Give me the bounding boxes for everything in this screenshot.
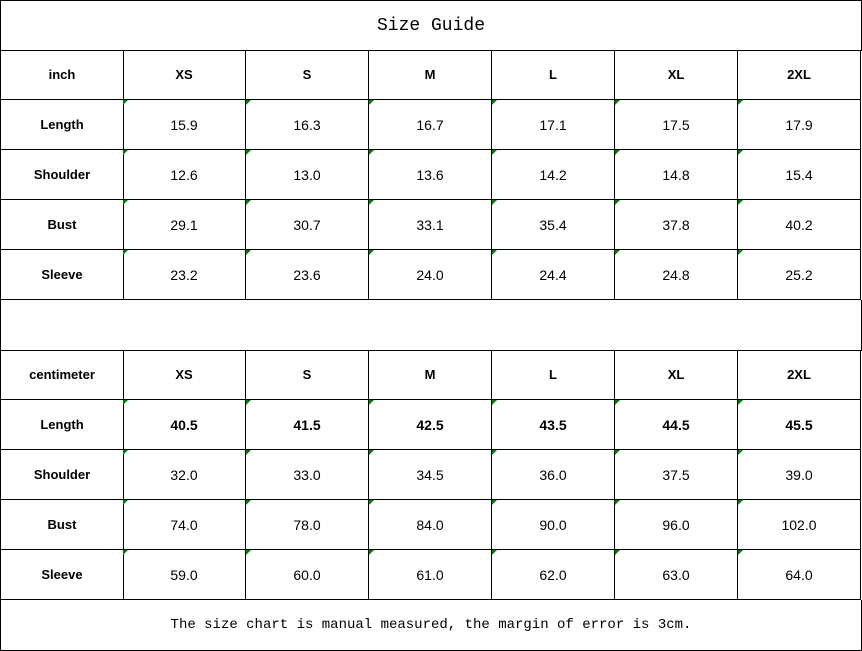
measure-value: 14.8 [615,150,738,200]
size-header-2xl: 2XL [738,50,861,100]
measure-value: 16.3 [246,100,369,150]
unit-label: centimeter [0,350,124,400]
measure-value: 13.0 [246,150,369,200]
table-row: Sleeve 59.0 60.0 61.0 62.0 63.0 64.0 [0,550,862,600]
measure-value: 34.5 [369,450,492,500]
measure-value: 12.6 [123,150,246,200]
measure-value: 37.8 [615,200,738,250]
measure-value: 42.5 [369,400,492,450]
size-header-2xl: 2XL [738,350,861,400]
size-header-l: L [492,350,615,400]
measure-value: 33.1 [369,200,492,250]
size-header-s: S [246,350,369,400]
header-row: centimeter XS S M L XL 2XL [0,350,862,400]
measure-value: 62.0 [492,550,615,600]
measure-value: 24.0 [369,250,492,300]
measure-label: Sleeve [0,250,124,300]
measure-value: 45.5 [738,400,861,450]
measure-value: 64.0 [738,550,861,600]
table-row: Length 15.9 16.3 16.7 17.1 17.5 17.9 [0,100,862,150]
size-header-xl: XL [615,350,738,400]
measure-value: 37.5 [615,450,738,500]
size-header-m: M [369,350,492,400]
measure-value: 15.9 [123,100,246,150]
measure-value: 74.0 [123,500,246,550]
measure-value: 32.0 [123,450,246,500]
measure-value: 39.0 [738,450,861,500]
measure-label: Length [0,100,124,150]
measure-label: Sleeve [0,550,124,600]
measure-value: 35.4 [492,200,615,250]
measure-value: 23.2 [123,250,246,300]
measure-value: 61.0 [369,550,492,600]
unit-label: inch [0,50,124,100]
measure-value: 17.5 [615,100,738,150]
size-header-xs: XS [123,50,246,100]
table-row: Shoulder 32.0 33.0 34.5 36.0 37.5 39.0 [0,450,862,500]
measure-value: 102.0 [738,500,861,550]
measure-value: 41.5 [246,400,369,450]
table-row: Bust 74.0 78.0 84.0 90.0 96.0 102.0 [0,500,862,550]
measure-value: 60.0 [246,550,369,600]
footer-note: The size chart is manual measured, the m… [0,600,862,651]
measure-value: 24.4 [492,250,615,300]
measure-value: 25.2 [738,250,861,300]
size-header-xl: XL [615,50,738,100]
measure-value: 16.7 [369,100,492,150]
measure-value: 33.0 [246,450,369,500]
measure-value: 40.5 [123,400,246,450]
size-header-xs: XS [123,350,246,400]
measure-label: Shoulder [0,150,124,200]
measure-label: Length [0,400,124,450]
measure-value: 59.0 [123,550,246,600]
page-title: Size Guide [0,0,862,51]
table-row: Length 40.5 41.5 42.5 43.5 44.5 45.5 [0,400,862,450]
measure-value: 78.0 [246,500,369,550]
spacer-row [0,300,862,351]
measure-value: 63.0 [615,550,738,600]
measure-value: 40.2 [738,200,861,250]
measure-value: 17.1 [492,100,615,150]
measure-value: 30.7 [246,200,369,250]
measure-value: 17.9 [738,100,861,150]
measure-value: 84.0 [369,500,492,550]
measure-value: 13.6 [369,150,492,200]
measure-label: Shoulder [0,450,124,500]
measure-value: 90.0 [492,500,615,550]
measure-value: 23.6 [246,250,369,300]
measure-value: 29.1 [123,200,246,250]
size-header-s: S [246,50,369,100]
measure-value: 14.2 [492,150,615,200]
measure-label: Bust [0,200,124,250]
measure-value: 15.4 [738,150,861,200]
measure-value: 96.0 [615,500,738,550]
size-header-m: M [369,50,492,100]
measure-value: 44.5 [615,400,738,450]
measure-value: 24.8 [615,250,738,300]
table-row: Shoulder 12.6 13.0 13.6 14.2 14.8 15.4 [0,150,862,200]
measure-label: Bust [0,500,124,550]
table-row: Bust 29.1 30.7 33.1 35.4 37.8 40.2 [0,200,862,250]
measure-value: 36.0 [492,450,615,500]
table-row: Sleeve 23.2 23.6 24.0 24.4 24.8 25.2 [0,250,862,300]
measure-value: 43.5 [492,400,615,450]
size-header-l: L [492,50,615,100]
header-row: inch XS S M L XL 2XL [0,50,862,100]
